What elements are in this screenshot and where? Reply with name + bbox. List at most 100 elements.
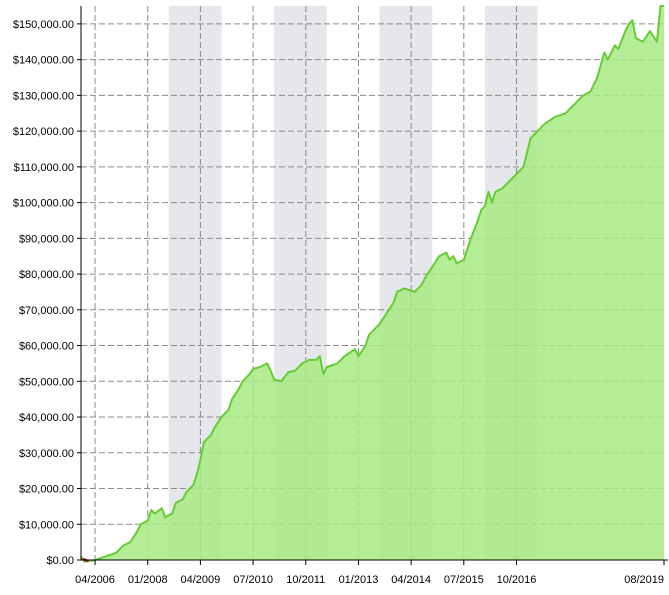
y-tick-label: $60,000.00 [19,341,74,353]
data-point [199,459,201,461]
data-point [554,116,556,118]
x-tick-label: 04/2006 [75,574,115,586]
data-point [104,555,106,557]
x-tick-label: 01/2008 [128,574,168,586]
data-point [501,187,503,189]
y-tick-label: $0.00 [46,555,74,567]
series-layer [80,5,664,563]
data-point [192,484,194,486]
data-point [122,545,124,547]
data-point [631,19,633,21]
data-point [564,112,566,114]
data-point [642,41,644,43]
data-point [129,541,131,543]
data-point [571,105,573,107]
data-point [470,237,472,239]
data-point [357,355,359,357]
data-point [182,498,184,500]
data-point [308,359,310,361]
x-tick-label: 04/2014 [391,574,431,586]
y-tick-label: $150,000.00 [13,19,74,31]
data-point [280,380,282,382]
x-tick-label: 10/2016 [497,574,537,586]
data-point [582,94,584,96]
data-point [252,368,254,370]
data-point [266,362,268,364]
data-point [164,516,166,518]
data-point [480,209,482,211]
data-point [210,434,212,436]
series-line-1 [80,5,664,563]
data-point [343,355,345,357]
data-point [175,502,177,504]
data-point [635,37,637,39]
data-point [196,473,198,475]
data-point [326,366,328,368]
y-tick-label: $70,000.00 [19,305,74,317]
data-point [354,348,356,350]
data-point [238,387,240,389]
data-point [287,371,289,373]
data-point [248,373,250,375]
data-point [420,284,422,286]
data-point [150,509,152,511]
series-area-1 [81,6,664,560]
y-tick-label: $120,000.00 [13,126,74,138]
data-point [515,173,517,175]
data-point [456,262,458,264]
data-point [484,205,486,207]
data-point [649,30,651,32]
y-tick-label: $10,000.00 [19,519,74,531]
data-point [368,334,370,336]
data-point [413,291,415,293]
y-tick-label: $90,000.00 [19,233,74,245]
data-point [392,301,394,303]
data-point [161,507,163,509]
data-point [536,130,538,132]
y-tick-label: $130,000.00 [13,90,74,102]
data-point [508,180,510,182]
y-tick-label: $50,000.00 [19,376,74,388]
data-point [140,523,142,525]
data-point [147,519,149,521]
data-point [463,259,465,261]
data-point [241,380,243,382]
data-point [136,530,138,532]
y-tick-label: $140,000.00 [13,55,74,67]
y-tick-labels: $0.00 $10,000.00 $20,000.00 $30,000.00 $40,0… [13,19,74,567]
data-point [543,123,545,125]
data-point [364,344,366,346]
data-point [438,255,440,257]
axes [77,6,668,565]
x-tick-label: 08/2019 [624,574,664,586]
data-point [607,58,609,60]
y-tick-label: $80,000.00 [19,269,74,281]
data-point [294,369,296,371]
y-tick-label: $20,000.00 [19,484,74,496]
data-point [624,30,626,32]
data-point [659,5,661,7]
data-point [301,362,303,364]
data-point [589,91,591,93]
y-tick-label: $40,000.00 [19,412,74,424]
data-point [477,219,479,221]
data-point [431,266,433,268]
data-point [259,366,261,368]
data-point [378,323,380,325]
data-point [424,276,426,278]
data-point [596,76,598,78]
data-point [494,191,496,193]
data-point [396,291,398,293]
data-point [449,259,451,261]
data-point [154,512,156,514]
data-point [656,41,658,43]
data-point [227,409,229,411]
data-point [269,369,271,371]
data-point [522,166,524,168]
y-tick-label: $110,000.00 [14,162,74,174]
data-point [231,398,233,400]
data-point [617,48,619,50]
x-tick-label: 01/2013 [339,574,379,586]
